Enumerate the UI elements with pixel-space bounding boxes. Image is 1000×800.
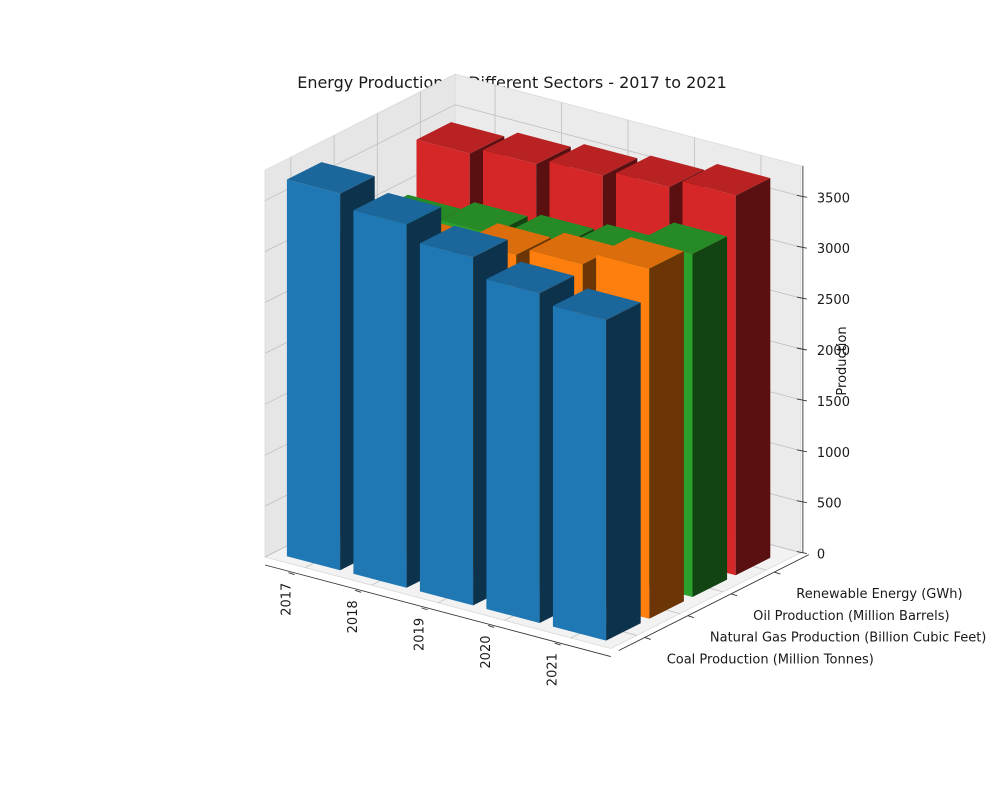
bar-side-face xyxy=(735,178,771,576)
year-tick xyxy=(421,607,428,611)
bar-top-face xyxy=(682,164,771,196)
year-tick xyxy=(288,572,295,576)
series-tick xyxy=(774,571,781,575)
series-tick-label: Renewable Energy (GWh) xyxy=(796,587,962,602)
z-tick xyxy=(796,551,807,555)
bar-top-face xyxy=(639,222,728,254)
year-tick xyxy=(354,589,362,593)
series-tick-label: Natural Gas Production (Billion Cubic Fe… xyxy=(710,631,986,646)
bar-top-face xyxy=(419,225,508,258)
z-tick-label: 0 xyxy=(817,548,825,563)
bar-side-face xyxy=(606,302,641,641)
bar-top-face xyxy=(463,223,551,255)
z-tick xyxy=(796,296,807,300)
bar-top-face xyxy=(286,162,375,194)
bar-side-face xyxy=(649,251,684,619)
bar-front-face xyxy=(486,279,540,623)
bar-top-face xyxy=(616,155,704,188)
z-tick-label: 2500 xyxy=(817,293,850,308)
bar-top-face xyxy=(549,144,638,176)
year-tick-label: 2021 xyxy=(546,653,561,686)
bar-top-face xyxy=(483,132,571,165)
z-tick-label: 1000 xyxy=(817,446,850,461)
z-tick xyxy=(796,347,807,351)
bar-top-face xyxy=(552,288,641,320)
bar-front-face xyxy=(286,179,341,571)
bar-side-face xyxy=(692,236,728,597)
year-tick-label: 2018 xyxy=(346,600,361,633)
bar-front-face xyxy=(552,305,607,641)
z-tick xyxy=(796,194,807,198)
year-tick xyxy=(487,625,495,628)
year-tick xyxy=(554,642,561,646)
z-tick-label: 500 xyxy=(817,497,842,512)
bar-top-face xyxy=(353,192,442,225)
z-tick xyxy=(796,500,807,504)
bar xyxy=(552,288,641,641)
z-tick-label: 3500 xyxy=(817,191,850,206)
bars xyxy=(286,122,771,641)
bar-top-face xyxy=(486,261,575,294)
year-tick-label: 2017 xyxy=(280,583,295,616)
chart-title: Energy Production in Different Sectors -… xyxy=(297,73,727,92)
series-tick xyxy=(644,637,651,640)
series-tick xyxy=(730,593,738,597)
axes: 2017 2018 2019 2020 2021 Coal Production (Mil… xyxy=(264,165,986,686)
z-tick-label: 2000 xyxy=(817,344,850,359)
z-tick xyxy=(796,398,807,402)
z-tick-label: 3000 xyxy=(817,242,850,257)
z-axis-label: Production xyxy=(835,326,850,395)
bar-top-face xyxy=(529,232,618,265)
z-tick-label: 1500 xyxy=(817,395,850,410)
year-axis-line xyxy=(264,564,611,657)
series-axis-line xyxy=(618,554,810,651)
z-tick xyxy=(796,449,807,453)
bar-front-face xyxy=(419,243,474,606)
series-tick xyxy=(687,615,695,619)
z-tick xyxy=(796,245,807,249)
bar-front-face xyxy=(353,210,407,588)
bar-top-face xyxy=(596,237,684,269)
series-tick-label: Oil Production (Million Barrels) xyxy=(753,609,949,624)
year-tick-label: 2019 xyxy=(413,618,428,651)
year-tick-label: 2020 xyxy=(479,636,494,669)
bar-top-face xyxy=(416,122,505,154)
series-tick-label: Coal Production (Million Tonnes) xyxy=(667,652,874,667)
